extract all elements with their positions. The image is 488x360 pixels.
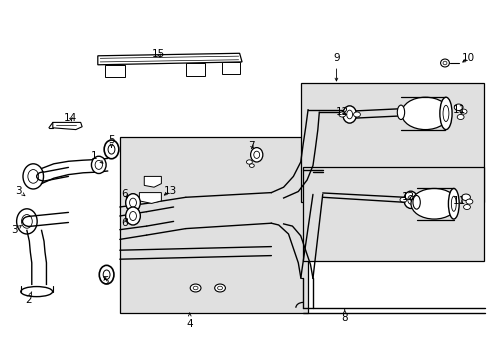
Text: 9: 9 bbox=[332, 53, 339, 81]
Ellipse shape bbox=[20, 287, 53, 297]
Ellipse shape bbox=[442, 105, 448, 121]
Ellipse shape bbox=[23, 164, 43, 189]
Ellipse shape bbox=[346, 110, 352, 119]
Ellipse shape bbox=[129, 198, 136, 207]
Ellipse shape bbox=[407, 195, 413, 204]
Ellipse shape bbox=[17, 209, 37, 234]
Text: 13: 13 bbox=[163, 186, 177, 196]
Circle shape bbox=[453, 104, 462, 111]
Ellipse shape bbox=[99, 265, 114, 284]
Ellipse shape bbox=[439, 97, 451, 130]
Ellipse shape bbox=[21, 215, 32, 228]
Text: 12: 12 bbox=[335, 107, 348, 117]
Text: 14: 14 bbox=[64, 113, 78, 123]
Text: 5: 5 bbox=[108, 135, 115, 148]
Ellipse shape bbox=[253, 151, 259, 158]
Polygon shape bbox=[222, 62, 239, 74]
Ellipse shape bbox=[403, 191, 417, 208]
Circle shape bbox=[465, 199, 472, 204]
Text: 11: 11 bbox=[452, 196, 466, 206]
Polygon shape bbox=[144, 176, 161, 187]
Text: 3: 3 bbox=[15, 186, 25, 196]
Ellipse shape bbox=[103, 270, 110, 279]
Ellipse shape bbox=[447, 188, 458, 219]
Bar bbox=[303, 167, 483, 261]
Text: 11: 11 bbox=[452, 105, 466, 115]
Text: 5: 5 bbox=[102, 276, 108, 286]
Circle shape bbox=[353, 112, 360, 117]
Polygon shape bbox=[53, 122, 82, 130]
Ellipse shape bbox=[442, 61, 446, 65]
Circle shape bbox=[414, 196, 421, 201]
Ellipse shape bbox=[410, 188, 457, 219]
Ellipse shape bbox=[125, 207, 140, 225]
Ellipse shape bbox=[91, 156, 106, 174]
Circle shape bbox=[246, 160, 252, 164]
Text: 12: 12 bbox=[401, 192, 414, 202]
Text: 2: 2 bbox=[25, 292, 32, 305]
Polygon shape bbox=[105, 65, 124, 77]
Circle shape bbox=[456, 114, 463, 120]
Text: 7: 7 bbox=[248, 141, 255, 151]
Ellipse shape bbox=[250, 148, 263, 162]
Circle shape bbox=[190, 284, 201, 292]
Bar bbox=[300, 83, 483, 202]
Ellipse shape bbox=[440, 59, 448, 67]
Text: 15: 15 bbox=[152, 49, 165, 59]
Polygon shape bbox=[98, 53, 242, 65]
Ellipse shape bbox=[28, 170, 39, 183]
Ellipse shape bbox=[401, 97, 448, 130]
Circle shape bbox=[193, 286, 198, 290]
Ellipse shape bbox=[125, 194, 140, 212]
Text: 10: 10 bbox=[461, 53, 474, 63]
Ellipse shape bbox=[342, 106, 356, 123]
Circle shape bbox=[399, 197, 406, 202]
Bar bbox=[120, 137, 307, 313]
Circle shape bbox=[338, 112, 345, 117]
Ellipse shape bbox=[104, 140, 119, 159]
Ellipse shape bbox=[108, 145, 115, 154]
Circle shape bbox=[249, 164, 254, 167]
Ellipse shape bbox=[95, 161, 102, 169]
Circle shape bbox=[214, 284, 225, 292]
Text: 6: 6 bbox=[121, 218, 128, 228]
Circle shape bbox=[459, 109, 466, 114]
Text: 1: 1 bbox=[91, 150, 103, 163]
Ellipse shape bbox=[129, 211, 136, 220]
Text: 3: 3 bbox=[11, 225, 21, 235]
Text: 6: 6 bbox=[121, 189, 128, 199]
Ellipse shape bbox=[396, 105, 404, 120]
Text: 4: 4 bbox=[186, 313, 193, 329]
Polygon shape bbox=[139, 193, 161, 203]
Polygon shape bbox=[185, 63, 205, 76]
Text: 8: 8 bbox=[341, 310, 347, 323]
Circle shape bbox=[463, 204, 469, 210]
Ellipse shape bbox=[450, 196, 455, 211]
Circle shape bbox=[461, 194, 469, 201]
Circle shape bbox=[217, 286, 222, 290]
Ellipse shape bbox=[412, 195, 419, 209]
